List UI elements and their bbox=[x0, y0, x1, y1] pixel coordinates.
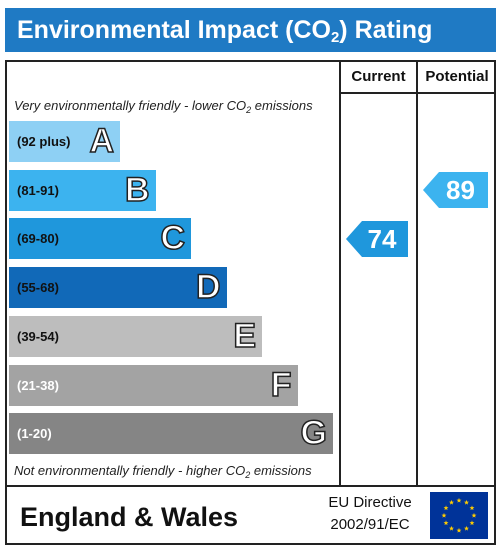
band-d: (55-68) D bbox=[9, 267, 227, 309]
potential-arrow-shape bbox=[423, 172, 488, 209]
divider-potential bbox=[416, 60, 418, 486]
current-rating-value: 74 bbox=[367, 223, 397, 254]
potential-rating-value: 89 bbox=[446, 175, 475, 206]
band-range: (55-68) bbox=[17, 280, 59, 296]
region-label: England & Wales bbox=[20, 502, 239, 532]
band-g: (1-20) G bbox=[9, 413, 333, 455]
band-letter: E bbox=[233, 316, 257, 356]
band-c: (69-80) C bbox=[9, 218, 191, 260]
band-letter: G bbox=[300, 413, 328, 453]
directive-line-2: 2002/91/EC bbox=[330, 516, 410, 533]
band-letter: D bbox=[195, 267, 221, 307]
chart-title: Environmental Impact (CO2) Rating bbox=[5, 8, 496, 52]
band-range: (39-54) bbox=[17, 328, 59, 344]
eu-star-icon bbox=[449, 525, 454, 531]
footer-rule bbox=[5, 485, 496, 487]
divider-current bbox=[339, 60, 341, 486]
eu-star-icon bbox=[441, 512, 447, 518]
eu-star-icon bbox=[471, 512, 477, 518]
rating-frame bbox=[5, 60, 496, 545]
band-letter: A bbox=[89, 121, 115, 161]
band-range: (81-91) bbox=[17, 182, 59, 198]
eu-star-icon bbox=[456, 497, 462, 503]
band-range: (92 plus) bbox=[17, 134, 71, 149]
band-f: (21-38) F bbox=[9, 364, 298, 406]
column-header-current: Current bbox=[351, 68, 406, 85]
potential-rating-arrow: 89 bbox=[423, 172, 488, 209]
eu-flag-icon bbox=[430, 492, 488, 539]
eu-star-icon bbox=[443, 505, 449, 511]
band-range: (1-20) bbox=[17, 426, 52, 442]
band-letter: C bbox=[160, 219, 186, 259]
eu-star-icon bbox=[469, 505, 475, 511]
band-range: (69-80) bbox=[17, 231, 59, 247]
eu-star-icon bbox=[443, 520, 449, 526]
band-b: (81-91) B bbox=[9, 169, 156, 211]
eu-directive: EU Directive 2002/91/EC bbox=[318, 492, 422, 536]
header-rule bbox=[339, 92, 496, 94]
band-letter: F bbox=[270, 365, 292, 405]
directive-line-1: EU Directive bbox=[328, 494, 412, 511]
eu-star-icon bbox=[469, 520, 475, 526]
eu-star-icon bbox=[464, 499, 469, 505]
band-a: (92 plus) A bbox=[9, 121, 120, 162]
eu-star-icon bbox=[449, 499, 454, 505]
band-letter: B bbox=[124, 170, 150, 210]
eu-star-icon bbox=[456, 527, 462, 533]
eu-star-icon bbox=[464, 525, 469, 531]
top-note: Very environmentally friendly - lower CO… bbox=[14, 98, 313, 115]
bottom-note: Not environmentally friendly - higher CO… bbox=[14, 463, 312, 480]
current-rating-arrow: 74 bbox=[346, 220, 408, 257]
band-range: (21-38) bbox=[17, 377, 59, 393]
band-e: (39-54) E bbox=[9, 315, 262, 357]
column-header-potential: Potential bbox=[425, 68, 489, 85]
current-arrow-shape bbox=[346, 220, 408, 257]
